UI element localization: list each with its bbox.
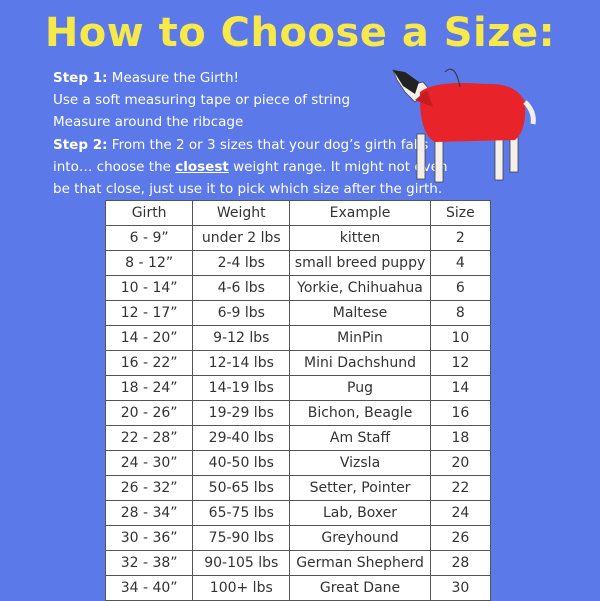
table-cell: Vizsla — [289, 450, 431, 476]
size-table: Girth Weight Example Size 6 - 9” under 2 lbs… — [104, 200, 492, 601]
table-cell: Maltese — [289, 300, 431, 326]
table-cell: 32 - 38” — [104, 550, 194, 576]
table-cell: 18 - 24” — [104, 375, 194, 401]
table-cell: 75-90 lbs — [192, 525, 291, 551]
table-cell: 12-14 lbs — [192, 350, 291, 376]
table-row: 14 - 20” 9-12 lbs MinPin 10 — [104, 325, 492, 351]
table-cell: 22 — [429, 475, 492, 501]
table-cell: 6 — [429, 275, 492, 301]
table-cell: 28 — [429, 550, 492, 576]
table-cell: 100+ lbs — [192, 575, 291, 601]
table-cell: 24 - 30” — [104, 450, 194, 476]
table-cell: 19-29 lbs — [192, 400, 291, 426]
column-header: Example — [289, 200, 431, 226]
table-cell: 24 — [429, 500, 492, 526]
step1-line: Use a soft measuring tape or piece of st… — [53, 92, 351, 108]
title: How to Choose a Size: — [44, 10, 556, 56]
table-cell: Am Staff — [289, 425, 431, 451]
column-header: Size — [429, 200, 492, 226]
table-cell: 30 — [429, 575, 492, 601]
step-text: From the 2 or 3 sizes that your dog’s gi… — [111, 137, 429, 153]
step2-line: into… choose the closest weight range. I… — [53, 159, 448, 175]
table-row: 34 - 40” 100+ lbs Great Dane 30 — [104, 575, 492, 601]
step-text: weight range. It might not even — [233, 159, 448, 175]
step1-line: Step 1: Measure the Girth! — [53, 70, 239, 86]
table-cell: Setter, Pointer — [289, 475, 431, 501]
table-cell: Yorkie, Chihuahua — [289, 275, 431, 301]
table-cell: Great Dane — [289, 575, 431, 601]
table-row: 16 - 22” 12-14 lbs Mini Dachshund 12 — [104, 350, 492, 376]
table-cell: Mini Dachshund — [289, 350, 431, 376]
table-cell: 65-75 lbs — [192, 500, 291, 526]
emphasis: closest — [175, 159, 229, 175]
table-cell: 30 - 36” — [104, 525, 194, 551]
step2-line: Step 2: From the 2 or 3 sizes that your … — [53, 137, 428, 153]
table-row: 26 - 32” 50-65 lbs Setter, Pointer 22 — [104, 475, 492, 501]
table-cell: 90-105 lbs — [192, 550, 291, 576]
table-cell: 18 — [429, 425, 492, 451]
table-cell: 20 - 26” — [104, 400, 194, 426]
table-cell: 12 - 17” — [104, 300, 194, 326]
header-row: Girth Weight Example Size — [104, 200, 492, 226]
table-cell: 8 — [429, 300, 492, 326]
table-cell: German Shepherd — [289, 550, 431, 576]
table-cell: 14 - 20” — [104, 325, 194, 351]
table-cell: 12 — [429, 350, 492, 376]
table-row: 30 - 36” 75-90 lbs Greyhound 26 — [104, 525, 492, 551]
table-cell: Pug — [289, 375, 431, 401]
table-cell: 26 — [429, 525, 492, 551]
table-cell: 16 - 22” — [104, 350, 194, 376]
table-row: 12 - 17” 6-9 lbs Maltese 8 — [104, 300, 492, 326]
table-cell: 6 - 9” — [104, 225, 194, 251]
table-row: 22 - 28” 29-40 lbs Am Staff 18 — [104, 425, 492, 451]
table-cell: 50-65 lbs — [192, 475, 291, 501]
step-label: Step 2: — [53, 137, 108, 153]
table-cell: Greyhound — [289, 525, 431, 551]
table-cell: under 2 lbs — [192, 225, 291, 251]
step-text: into… choose the — [53, 159, 171, 175]
table-row: 18 - 24” 14-19 lbs Pug 14 — [104, 375, 492, 401]
table-cell: 4-6 lbs — [192, 275, 291, 301]
table-cell: 2-4 lbs — [192, 250, 291, 276]
table-cell: 29-40 lbs — [192, 425, 291, 451]
table-cell: 10 - 14” — [104, 275, 194, 301]
table-cell: 26 - 32” — [104, 475, 194, 501]
table-row: 20 - 26” 19-29 lbs Bichon, Beagle 16 — [104, 400, 492, 426]
step-text: Measure the Girth! — [111, 70, 239, 86]
table-cell: 2 — [429, 225, 492, 251]
table-row: 24 - 30” 40-50 lbs Vizsla 20 — [104, 450, 492, 476]
table-cell: 14 — [429, 375, 492, 401]
table-cell: 28 - 34” — [104, 500, 194, 526]
table-cell: 40-50 lbs — [192, 450, 291, 476]
table-cell: 34 - 40” — [104, 575, 194, 601]
table-row: 28 - 34” 65-75 lbs Lab, Boxer 24 — [104, 500, 492, 526]
table-cell: 22 - 28” — [104, 425, 194, 451]
table-cell: Lab, Boxer — [289, 500, 431, 526]
table-cell: 14-19 lbs — [192, 375, 291, 401]
column-header: Weight — [192, 200, 291, 226]
table-cell: 10 — [429, 325, 492, 351]
table-cell: 6-9 lbs — [192, 300, 291, 326]
table-row: 32 - 38” 90-105 lbs German Shepherd 28 — [104, 550, 492, 576]
column-header: Girth — [104, 200, 194, 226]
table-cell: 4 — [429, 250, 492, 276]
table-cell: 20 — [429, 450, 492, 476]
step1-line: Measure around the ribcage — [53, 114, 244, 130]
step-label: Step 1: — [53, 70, 108, 86]
table-cell: MinPin — [289, 325, 431, 351]
table-cell: 8 - 12” — [104, 250, 194, 276]
table-cell: Bichon, Beagle — [289, 400, 431, 426]
dog-illustration — [392, 68, 536, 183]
table-row: 6 - 9” under 2 lbs kitten 2 — [104, 225, 492, 251]
table-cell: kitten — [289, 225, 431, 251]
table-cell: 16 — [429, 400, 492, 426]
table-row: 8 - 12” 2-4 lbs small breed puppy 4 — [104, 250, 492, 276]
table-cell: 9-12 lbs — [192, 325, 291, 351]
table-row: 10 - 14” 4-6 lbs Yorkie, Chihuahua 6 — [104, 275, 492, 301]
table-cell: small breed puppy — [289, 250, 431, 276]
step2-line: be that close, just use it to pick which… — [53, 181, 443, 197]
